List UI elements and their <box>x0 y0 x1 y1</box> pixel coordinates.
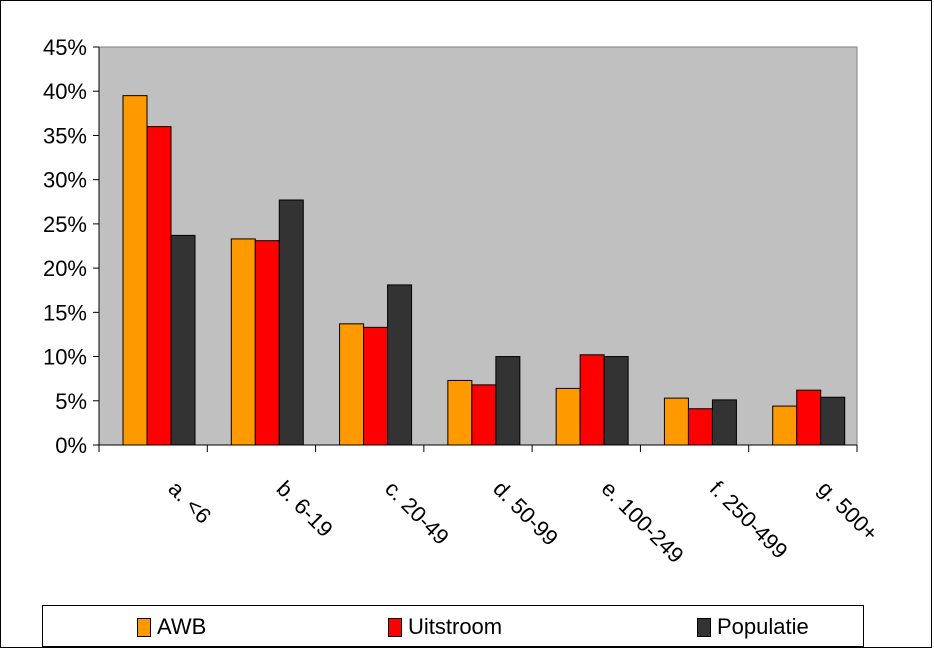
category-label: e. 100-249 <box>597 476 689 568</box>
bar-awb-4 <box>555 387 581 446</box>
category-label: c. 20-49 <box>380 476 454 550</box>
category-label: f. 250-499 <box>705 476 793 564</box>
legend-swatch-uitstroom <box>388 617 402 637</box>
bar-populatie-0 <box>170 234 196 446</box>
category-label: d. 50-99 <box>488 476 563 551</box>
bar-populatie-3 <box>495 356 521 446</box>
legend-item-populatie: Populatie <box>697 614 809 640</box>
y-tick-label: 20% <box>43 256 87 281</box>
y-tick-label: 10% <box>43 345 87 370</box>
bar-uitstroom-3 <box>471 384 497 446</box>
category-label: a. <6 <box>163 476 216 529</box>
bar-awb-5 <box>663 397 689 446</box>
bar-uitstroom-4 <box>579 354 605 446</box>
legend-swatch-awb <box>137 617 151 637</box>
bar-awb-0 <box>122 95 148 446</box>
plot-area <box>98 46 858 446</box>
legend-item-awb: AWB <box>137 614 206 640</box>
bar-uitstroom-0 <box>146 126 172 446</box>
bar-awb-3 <box>447 379 473 446</box>
legend-swatch-populatie <box>697 617 711 637</box>
y-tick-label: 45% <box>43 35 87 60</box>
bar-uitstroom-2 <box>363 326 389 446</box>
legend: AWB Uitstroom Populatie <box>42 605 864 647</box>
y-tick-label: 30% <box>43 168 87 193</box>
y-tick-label: 25% <box>43 212 87 237</box>
y-tick-label: 15% <box>43 300 87 325</box>
y-tick-label: 40% <box>43 79 87 104</box>
y-tick-label: 35% <box>43 123 87 148</box>
legend-label-awb: AWB <box>157 614 207 639</box>
bar-populatie-2 <box>387 284 413 446</box>
bar-uitstroom-6 <box>796 389 822 446</box>
bar-populatie-6 <box>820 396 846 446</box>
y-ticks-group: 0% 5% 10% 15% 20% 25% 30% 35% 40% 45% <box>43 35 99 458</box>
bar-awb-1 <box>230 238 256 446</box>
legend-item-uitstroom: Uitstroom <box>388 614 502 640</box>
bar-uitstroom-5 <box>687 408 713 446</box>
bar-populatie-4 <box>603 356 629 446</box>
bar-awb-6 <box>772 405 798 446</box>
y-tick-label: 5% <box>55 389 87 414</box>
x-ticks-group <box>98 445 858 452</box>
bars-group <box>122 95 846 446</box>
bar-populatie-1 <box>278 199 304 446</box>
legend-label-uitstroom: Uitstroom <box>408 614 503 639</box>
bar-uitstroom-1 <box>254 240 280 446</box>
category-labels-group: a. <6 b. 6-19 c. 20-49 d. 50-99 e. 100-249 f.… <box>163 476 883 568</box>
category-label: b. 6-19 <box>272 476 338 542</box>
bar-awb-2 <box>339 323 365 446</box>
legend-label-populatie: Populatie <box>717 614 809 639</box>
bar-populatie-5 <box>711 399 737 446</box>
category-label: g. 500+ <box>813 476 883 546</box>
y-tick-label: 0% <box>55 433 87 458</box>
